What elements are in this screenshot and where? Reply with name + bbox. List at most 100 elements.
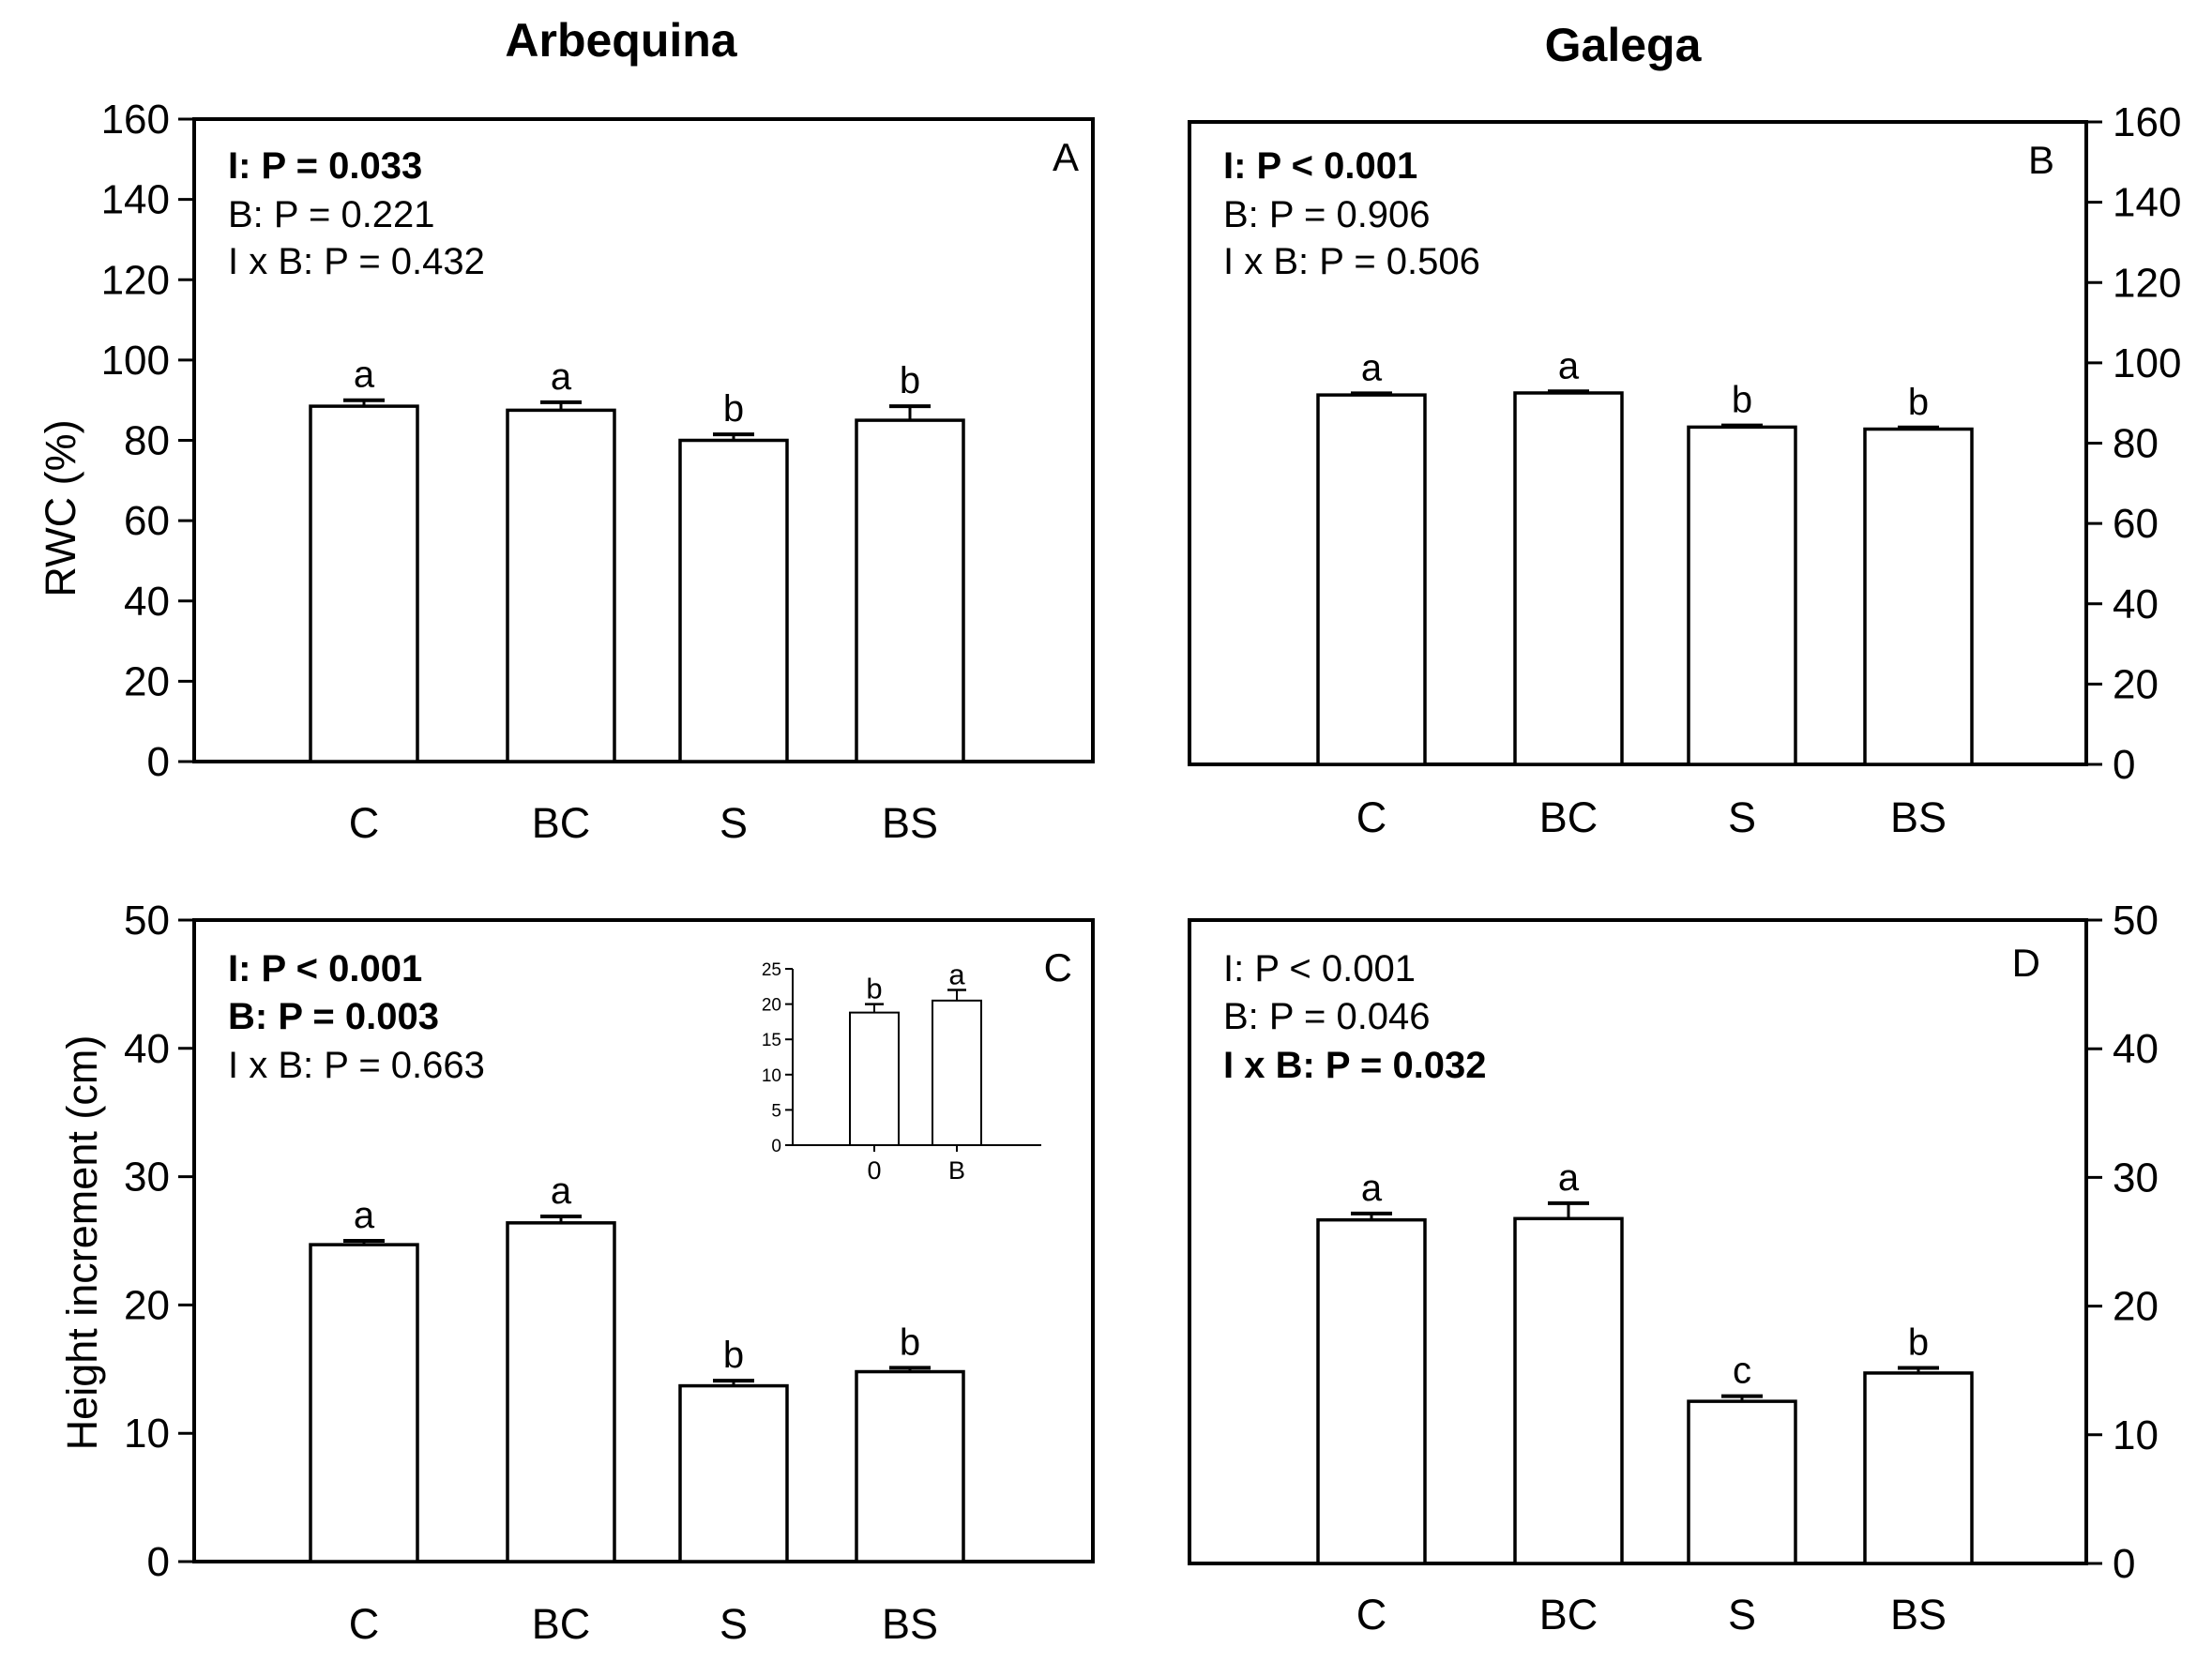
significance-letter: b [723, 1335, 744, 1376]
inset-significance-letter: b [866, 973, 882, 1005]
bar [678, 438, 789, 763]
category-label: S [720, 1600, 748, 1648]
stat-line: I x B: P = 0.663 [228, 1045, 485, 1086]
bar [1513, 391, 1624, 766]
significance-letter: b [1908, 1321, 1929, 1363]
bar [309, 1243, 419, 1563]
category-label: C [349, 799, 380, 847]
inset-y-tick-label: 10 [762, 1066, 781, 1086]
significance-letter: a [354, 355, 375, 396]
significance-letter: b [1908, 382, 1929, 423]
category-label: C [349, 1600, 380, 1648]
bar [1316, 393, 1427, 766]
bar [1316, 1217, 1427, 1565]
stat-line: I: P < 0.001 [1223, 145, 1417, 187]
stat-line: I x B: P = 0.506 [1223, 241, 1480, 282]
stat-line: I x B: P = 0.432 [228, 241, 485, 282]
stat-line: I: P = 0.033 [228, 145, 422, 187]
significance-letter: a [1558, 1157, 1580, 1199]
y-tick-label: 140 [2113, 180, 2181, 226]
inset-y-tick-label: 15 [762, 1031, 781, 1050]
panel-letter: A [1053, 135, 1079, 179]
y-tick-label: 0 [2113, 742, 2135, 788]
bar [1687, 425, 1797, 766]
y-tick-label: 160 [2113, 99, 2181, 145]
y-tick-label: 120 [2113, 260, 2181, 306]
inset-chart: 0 5 10 15 20 25 b 0 a B [762, 959, 1041, 1185]
category-label: BC [532, 799, 591, 847]
significance-letter: b [1732, 380, 1752, 421]
inset-significance-letter: a [948, 959, 965, 991]
inset-y-tick-label: 25 [762, 960, 781, 980]
category-label: S [720, 799, 748, 847]
plot-frame [192, 918, 1095, 1563]
y-tick-label: 0 [2113, 1541, 2135, 1587]
significance-letter: a [1558, 345, 1580, 386]
bar [855, 1369, 965, 1563]
y-tick-label: 60 [124, 498, 170, 544]
stat-line: I: P < 0.001 [1223, 948, 1416, 989]
significance-letter: b [723, 388, 744, 430]
y-tick-label: 20 [124, 1282, 170, 1328]
panel-d: 0 10 20 30 40 50 a Ca BC c Sb BS I: P < 0.001 B: P = … [1188, 898, 2159, 1638]
category-label: S [1728, 1591, 1756, 1638]
y-tick-label: 10 [124, 1411, 170, 1457]
y-axis-title: RWC (%) [37, 419, 84, 596]
inset-y-tick-label: 0 [771, 1137, 781, 1156]
y-tick-label: 20 [124, 658, 170, 704]
category-label: BS [1890, 1591, 1947, 1638]
category-label: BC [1539, 793, 1598, 841]
significance-letter: a [1361, 1168, 1383, 1209]
category-label: BC [532, 1600, 591, 1648]
stat-line: I: P < 0.001 [228, 948, 422, 989]
stat-line: I x B: P = 0.032 [1223, 1045, 1487, 1086]
inset-y-tick-label: 20 [762, 996, 781, 1016]
stat-line: B: P = 0.046 [1223, 996, 1431, 1037]
category-label: BS [1890, 793, 1947, 841]
bar [1513, 1216, 1624, 1565]
significance-letter: b [900, 360, 920, 401]
category-label: S [1728, 793, 1756, 841]
bar [1863, 1371, 1974, 1565]
significance-letter: a [1361, 347, 1383, 388]
category-label: BS [882, 799, 938, 847]
category-label: BC [1539, 1591, 1598, 1638]
y-tick-label: 80 [124, 418, 170, 464]
bar [309, 404, 419, 763]
y-tick-label: 160 [101, 97, 170, 143]
significance-letter: c [1733, 1351, 1751, 1392]
inset-bar [932, 999, 982, 1146]
y-tick-label: 0 [147, 1539, 170, 1585]
stat-line: B: P = 0.221 [228, 194, 435, 235]
panel-b: 0 20 40 60 80 100 120 140 160 a Ca BC b Sb BS I: P < 0.… [1188, 99, 2181, 841]
y-tick-label: 140 [101, 177, 170, 223]
inset-category-label: B [948, 1156, 965, 1185]
panel-letter: C [1044, 945, 1072, 989]
significance-letter: a [551, 356, 572, 398]
category-label: BS [882, 1600, 938, 1648]
bar [1687, 1399, 1797, 1565]
y-tick-label: 20 [2113, 661, 2159, 707]
plot-frame [1188, 918, 2088, 1565]
inset-y-tick-label: 5 [771, 1101, 781, 1121]
column-title-galega: Galega [1545, 19, 1703, 71]
y-tick-label: 40 [124, 1026, 170, 1072]
panel-a: 0 20 40 60 80 100 120 140 160 RWC (%) a Ca BC b Sb BS I:… [37, 97, 1095, 847]
y-tick-label: 50 [124, 898, 170, 944]
category-label: C [1356, 1591, 1387, 1638]
column-title-arbequina: Arbequina [505, 14, 737, 67]
significance-letter: a [551, 1170, 572, 1212]
panel-letter: B [2028, 138, 2054, 182]
stat-line: B: P = 0.906 [1223, 194, 1431, 235]
significance-letter: b [900, 1321, 920, 1363]
y-tick-label: 20 [2113, 1284, 2159, 1330]
bar [855, 418, 965, 763]
category-label: C [1356, 793, 1387, 841]
y-tick-label: 120 [101, 257, 170, 303]
y-tick-label: 30 [2113, 1155, 2159, 1200]
bar [678, 1383, 789, 1563]
y-tick-label: 100 [2113, 340, 2181, 386]
y-tick-label: 60 [2113, 501, 2159, 547]
y-tick-label: 40 [124, 579, 170, 625]
